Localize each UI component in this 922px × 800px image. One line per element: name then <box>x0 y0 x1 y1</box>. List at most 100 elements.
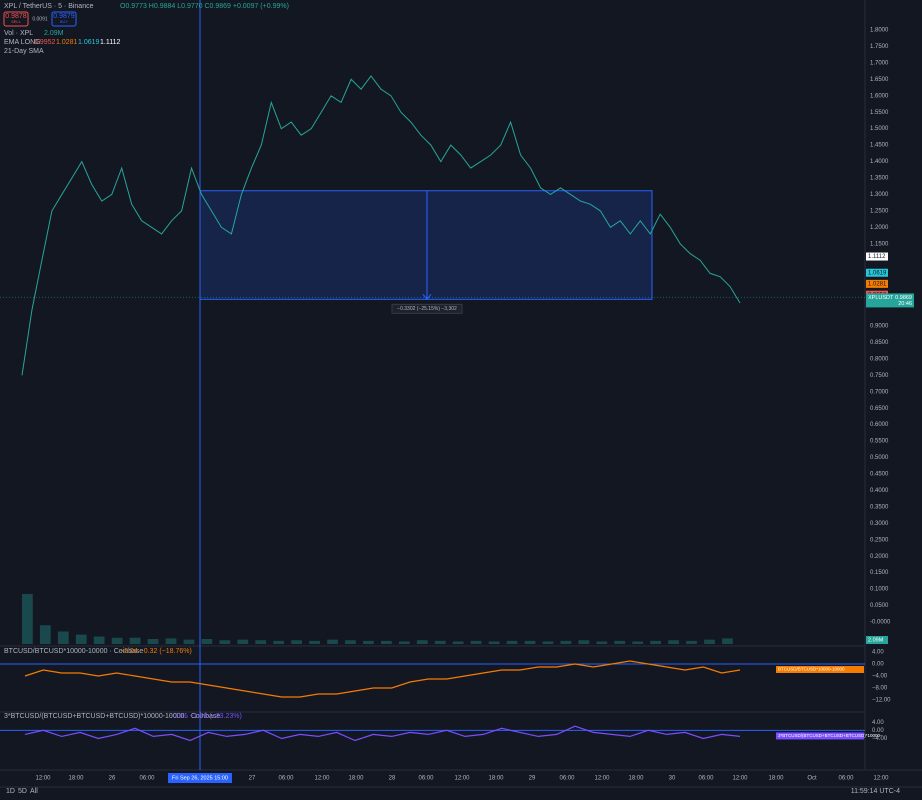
y-tick-label: 1.6000 <box>870 93 889 99</box>
volume-bar <box>309 640 320 644</box>
last-price-tag <box>866 293 914 308</box>
volume-bar <box>147 639 159 644</box>
sell-button[interactable] <box>3 11 29 27</box>
price-tag-label: 1.1112 <box>868 254 886 260</box>
y-tick-label: 0.3500 <box>870 504 889 510</box>
symbol: XPL / TetherUS · 5 · Binance <box>4 3 94 10</box>
y-tick-label: 1.2500 <box>870 208 889 214</box>
y-tick-label: 1.8000 <box>870 28 889 34</box>
y-tick-label: 4.00 <box>872 650 884 656</box>
pane3-stats: −2.01 +1.00 (+33.23%) <box>170 713 242 720</box>
volume-bar <box>57 631 69 644</box>
buy-label[interactable]: BUY <box>60 19 69 24</box>
y-tick-label: 0.0500 <box>870 603 889 609</box>
volume-bar <box>345 640 356 644</box>
volume-bar <box>416 640 428 644</box>
y-tick-label: 0.8500 <box>870 340 889 346</box>
price-tag <box>866 279 888 288</box>
volume-bar <box>111 637 123 644</box>
y-tick-label: 0.00 <box>872 728 884 734</box>
volume-bar <box>614 640 626 644</box>
sell-price[interactable]: 0.9878 <box>5 13 27 20</box>
volume-bar <box>560 640 572 644</box>
y-tick-label: −12.00 <box>872 698 891 704</box>
indicator-line <box>24 660 741 698</box>
y-tick-label: 1.4500 <box>870 143 889 149</box>
y-tick-label: 0.8000 <box>870 356 889 362</box>
volume-value: 2.09M <box>44 30 64 37</box>
y-tick-label: 0.1500 <box>870 570 889 576</box>
volume-bar <box>434 640 446 644</box>
x-tick-label: 12:00 <box>873 776 889 782</box>
ema-value: 1.0619 <box>78 39 100 46</box>
volume-bar <box>578 640 590 644</box>
price-line <box>21 75 741 376</box>
ohlc: O0.9773 H0.9884 L0.9770 C0.9869 +0.0097 … <box>120 3 289 10</box>
measure-arrowhead <box>422 294 432 301</box>
price-tag-label: 1.0619 <box>868 270 887 276</box>
x-tick-label: 27 <box>249 776 256 782</box>
x-tick-label: 06:00 <box>139 776 155 782</box>
y-tick-label: 0.7000 <box>870 389 889 395</box>
sell-label[interactable]: SELL <box>11 19 22 24</box>
x-tick-label: 06:00 <box>278 776 294 782</box>
y-tick-label: −4.00 <box>872 674 888 680</box>
y-tick-label: 0.4500 <box>870 472 889 478</box>
x-tick-label: 30 <box>669 776 676 782</box>
ema-value: 1.0281 <box>56 39 78 46</box>
y-tick-label: 0.2000 <box>870 554 889 560</box>
volume-bar <box>363 640 374 644</box>
volume-tag-label: 2.09M <box>868 637 884 643</box>
volume-bar <box>524 640 536 644</box>
y-tick-label: 0.1000 <box>870 587 889 593</box>
x-tick-label: 18:00 <box>348 776 364 782</box>
volume-bar <box>381 640 392 644</box>
sma-indicator: 21-Day SMA <box>4 48 44 55</box>
y-tick-label: 0.6000 <box>870 422 889 428</box>
volume-bar <box>686 640 697 644</box>
volume-bar <box>650 640 662 644</box>
last-price-name: XPLUSDT <box>868 295 894 301</box>
volume-bar <box>488 641 500 644</box>
volume-bar <box>93 636 105 644</box>
y-tick-label: 1.4000 <box>870 159 889 165</box>
y-tick-label: 4.00 <box>872 720 884 726</box>
volume-indicator: Vol · XPL <box>4 30 33 37</box>
price-tag <box>866 268 888 277</box>
y-tick-label: 0.5500 <box>870 439 889 445</box>
crosshair-time: Fri Sep 26, 2025 15:00 <box>172 775 228 781</box>
indicator-tag-label: BTCUSD/BTCUSD*10000-10000 <box>778 667 845 672</box>
volume-bar <box>237 639 249 644</box>
volume-bar <box>542 641 554 644</box>
measure-label-bg <box>391 303 463 314</box>
y-tick-label: -0.0000 <box>870 620 891 626</box>
y-tick-label: 1.1500 <box>870 241 889 247</box>
indicator-tag-label: 3*BTCUSD/(BTCUSD+BTCUSD+BTCUSD)*10000- <box>778 733 882 738</box>
x-tick-label: 12:00 <box>594 776 610 782</box>
x-tick-label: 18:00 <box>488 776 504 782</box>
y-tick-label: 1.7500 <box>870 44 889 50</box>
x-tick-label: Oct <box>807 776 817 782</box>
x-tick-label: 06:00 <box>698 776 714 782</box>
y-tick-label: 1.2000 <box>870 225 889 231</box>
volume-bar <box>201 639 213 644</box>
range-button[interactable]: All <box>30 788 38 795</box>
price-tag-label: 1.0281 <box>868 281 887 287</box>
buy-button[interactable] <box>51 11 77 27</box>
price-tag <box>866 252 888 261</box>
x-tick-label: 06:00 <box>418 776 434 782</box>
x-tick-label: 06:00 <box>559 776 575 782</box>
spread: 0.0091 <box>32 16 48 22</box>
volume-bar <box>327 639 338 644</box>
y-tick-label: 0.00 <box>872 662 884 668</box>
range-button[interactable]: 5D <box>18 788 27 795</box>
measure-label: −0.3302 (−25.15%) −3,302 <box>397 306 457 312</box>
range-button[interactable]: 1D <box>6 788 15 795</box>
x-tick-label: 18:00 <box>768 776 784 782</box>
y-tick-label: 0.4000 <box>870 488 889 494</box>
volume-bar <box>452 641 464 644</box>
buy-price[interactable]: 0.9879 <box>53 13 75 20</box>
ema-value: 0.9952 <box>34 39 56 46</box>
volume-bar <box>75 634 87 644</box>
volume-bar <box>668 640 679 644</box>
